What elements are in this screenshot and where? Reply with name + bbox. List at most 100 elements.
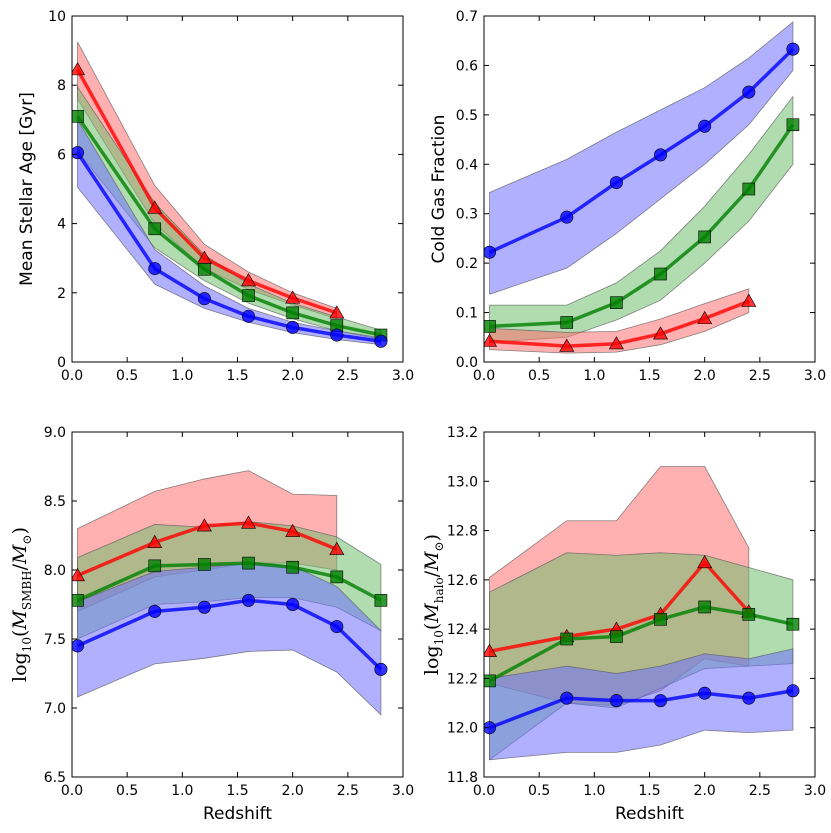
point-red [147,200,163,214]
point-blue [330,620,344,634]
plot-area [72,470,388,716]
x-tick-label: 2.5 [749,783,771,799]
y-tick-label: 7.5 [44,632,66,648]
y-tick-label: 0.2 [456,256,478,272]
point-blue [560,691,574,705]
y-axis-label: log10(Mhalo/M⊙) [421,534,446,675]
x-tick-label: 3.0 [804,783,826,799]
point-blue [786,684,800,698]
point-red [608,336,624,350]
point-blue [148,262,162,276]
point-red [285,290,301,304]
y-tick-label: 0.6 [456,58,478,74]
y-tick-label: 0.4 [456,157,478,173]
y-axis-label: Cold Gas Fraction [429,115,449,264]
point-green [330,570,344,584]
point-red [147,534,163,548]
point-blue [148,604,162,618]
point-green [742,608,756,621]
series-line-red [489,560,751,654]
point-blue [286,597,300,611]
x-tick-label: 2.0 [282,783,304,799]
point-blue [560,210,574,224]
point-blue [654,148,668,162]
x-axis-label: Redshift [203,804,272,824]
x-tick-label: 0.0 [473,368,495,384]
x-tick-label: 3.0 [804,368,826,384]
y-tick-label: 8.0 [44,563,66,579]
point-blue [609,176,623,190]
band-green [489,95,794,343]
point-green [148,559,162,573]
y-tick-label: 6.5 [44,770,66,786]
x-tick-label: 0.5 [116,783,138,799]
point-green [242,556,255,570]
y-tick-label: 0.3 [456,207,478,223]
point-green [484,320,496,333]
x-tick-label: 1.5 [226,783,248,799]
point-green [610,296,623,309]
series-line-red [489,299,750,348]
point-green [148,222,162,236]
y-tick-label: 0.7 [456,9,478,25]
point-green [698,600,711,614]
point-red [559,338,575,352]
x-tick-label: 1.0 [583,783,605,799]
y-tick-label: 12.2 [447,671,478,687]
plot-area [484,21,800,354]
point-green [742,182,756,196]
x-tick-label: 1.0 [171,783,193,799]
x-tick-label: 3.0 [392,368,414,384]
point-red [653,326,669,340]
series-line-red [76,521,338,578]
y-tick-label: 4 [57,217,66,233]
point-green [786,617,800,631]
x-tick-label: 2.5 [337,368,359,384]
point-red [72,567,86,582]
plot-area [72,41,388,348]
y-tick-label: 0.5 [456,108,478,124]
point-blue [786,42,800,56]
point-green [484,674,496,688]
y-tick-label: 8.5 [44,494,66,510]
band-blue [489,21,794,295]
point-blue [374,662,388,676]
point-red [241,515,257,529]
point-red [329,541,345,555]
point-green [72,110,84,123]
point-red [697,310,713,325]
point-blue [484,245,497,259]
point-blue [484,721,497,735]
point-green [242,289,255,302]
point-blue [72,639,85,653]
point-red [72,62,86,76]
y-tick-label: 13.2 [447,425,478,441]
point-blue [197,600,211,614]
x-tick-label: 1.0 [583,368,605,384]
y-tick-label: 0.1 [456,306,478,322]
x-tick-label: 0.5 [116,368,138,384]
x-tick-label: 3.0 [392,783,414,799]
x-tick-label: 0.0 [61,368,83,384]
y-axis-label: Mean Stellar Age [Gyr] [17,92,37,286]
x-tick-label: 1.5 [226,368,248,384]
point-red [196,518,212,532]
point-blue [609,694,623,708]
point-red [484,643,498,657]
x-tick-label: 1.5 [638,783,660,799]
y-tick-label: 7.0 [44,701,66,717]
y-tick-label: 12.4 [447,622,478,638]
panel-bottom-left: 0.0 0.5 1.0 1.5 2.0 2.5 3.0 6.5 7.0 7.5 8.0 8.5 9.0 R… [9,425,414,824]
point-red [697,555,713,569]
x-tick-label: 2.0 [694,368,716,384]
point-blue [374,334,388,348]
point-red [241,273,257,287]
panel-bottom-right: 0.0 0.5 1.0 1.5 2.0 2.5 3.0 11.8 12.0 12.2 12.4 12.… [421,425,826,824]
x-axis-label: Redshift [615,804,684,824]
point-blue [654,694,668,708]
point-blue [742,85,756,99]
point-blue [286,320,300,334]
point-red [741,293,757,307]
x-tick-label: 2.0 [282,368,304,384]
